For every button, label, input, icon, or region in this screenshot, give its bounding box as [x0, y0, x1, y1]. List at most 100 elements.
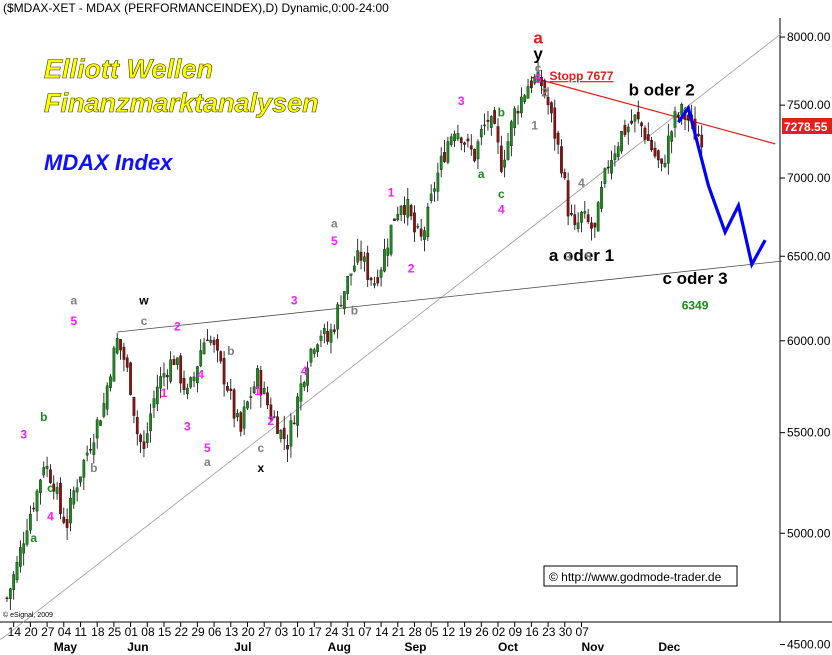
candle — [339, 295, 343, 307]
candle — [206, 329, 209, 342]
candle — [449, 133, 453, 147]
candle-body-up — [242, 406, 246, 429]
wave-label: a — [204, 455, 211, 469]
candle — [653, 141, 657, 159]
candle-body-up — [29, 513, 32, 531]
wave-label: b — [90, 461, 97, 475]
candle — [566, 172, 570, 226]
candle-body-up — [416, 226, 420, 228]
wave-label: x — [257, 461, 264, 475]
candle — [165, 369, 169, 390]
x-tick-label: 18 — [91, 625, 105, 639]
candle — [89, 437, 92, 454]
candle — [663, 154, 667, 169]
candle-body-down — [222, 358, 226, 385]
projection-path — [677, 104, 767, 269]
candle-body-up — [603, 168, 607, 184]
month-label: Dec — [658, 640, 680, 654]
candle-body-up — [316, 344, 319, 352]
candle — [199, 339, 203, 368]
candle-body-down — [466, 138, 470, 142]
candle-body-down — [650, 139, 653, 151]
candle-body-up — [583, 211, 587, 214]
x-tick-label: 15 — [158, 625, 172, 639]
candle-body-down — [135, 416, 139, 435]
candle-body-down — [326, 331, 329, 342]
candle-body-down — [643, 127, 647, 140]
candle-body-up — [302, 382, 306, 388]
candle — [282, 415, 286, 451]
brand-line1: Elliott Wellen — [44, 54, 213, 84]
candle — [5, 596, 9, 602]
wave-label: c — [141, 314, 148, 328]
candle-body-down — [132, 397, 136, 416]
candle-body-up — [353, 265, 356, 272]
candle — [459, 136, 463, 151]
candle — [553, 99, 557, 151]
candle-body-down — [676, 114, 680, 117]
wave-label: c — [47, 481, 54, 495]
candle — [149, 403, 152, 443]
candle — [583, 201, 587, 219]
candle-body-up — [513, 108, 517, 129]
candle-body-down — [496, 126, 500, 143]
candle — [12, 570, 16, 600]
trendline-stopp-line — [531, 76, 776, 145]
candle — [603, 167, 607, 188]
candle — [596, 200, 600, 232]
candle — [523, 94, 527, 105]
candle-body-down — [700, 134, 704, 148]
candle-body-up — [406, 199, 410, 218]
wave-label: b — [227, 344, 234, 358]
candle — [139, 433, 142, 454]
month-label: Jul — [234, 640, 251, 654]
candle-body-up — [22, 543, 26, 554]
candle — [433, 181, 436, 202]
x-tick-label: 11 — [74, 625, 87, 639]
candle — [105, 382, 109, 416]
candle-body-up — [439, 155, 443, 170]
candle-body-up — [186, 387, 189, 395]
candle-body-up — [92, 442, 96, 455]
candle-body-up — [85, 452, 89, 456]
wave-label: 5 — [70, 314, 77, 328]
candle-body-up — [449, 136, 453, 145]
wave-label: 3 — [291, 293, 298, 307]
month-label: May — [54, 640, 78, 654]
candle — [570, 204, 573, 217]
candle — [309, 347, 313, 367]
candle — [673, 106, 677, 138]
candle-body-down — [550, 102, 553, 114]
esignal-credit: © eSignal, 2009 — [3, 611, 53, 619]
candle-body-down — [646, 134, 650, 141]
copyright-box: © http://www.godmode-trader.de — [543, 565, 738, 587]
candle — [182, 370, 186, 395]
candle — [633, 114, 637, 133]
candle — [322, 323, 326, 344]
candle-body-up — [99, 420, 102, 426]
candle-body-down — [573, 214, 577, 225]
candle-body-up — [35, 490, 39, 512]
candle-body-down — [5, 597, 9, 600]
candle-body-down — [226, 386, 229, 391]
candle — [159, 366, 162, 399]
candle-body-up — [633, 114, 637, 122]
candle-body-up — [456, 133, 460, 140]
candle — [623, 119, 627, 138]
wave-label: 2 — [268, 414, 275, 428]
index-name: MDAX Index — [44, 150, 173, 175]
candle — [499, 135, 503, 174]
wave-label: b — [351, 304, 358, 318]
candle-body-up — [25, 530, 29, 545]
candle-body-up — [386, 247, 390, 256]
candle — [99, 419, 102, 426]
candle — [319, 330, 323, 348]
candle-body-up — [616, 146, 620, 158]
wave-label: Stopp 7677 — [549, 69, 613, 83]
candle-body-down — [459, 137, 463, 143]
x-tick-label: 31 — [342, 625, 356, 639]
candle-body-down — [409, 205, 413, 217]
candle-body-down — [219, 351, 223, 362]
candle-body-down — [65, 519, 69, 528]
candle — [209, 335, 213, 346]
